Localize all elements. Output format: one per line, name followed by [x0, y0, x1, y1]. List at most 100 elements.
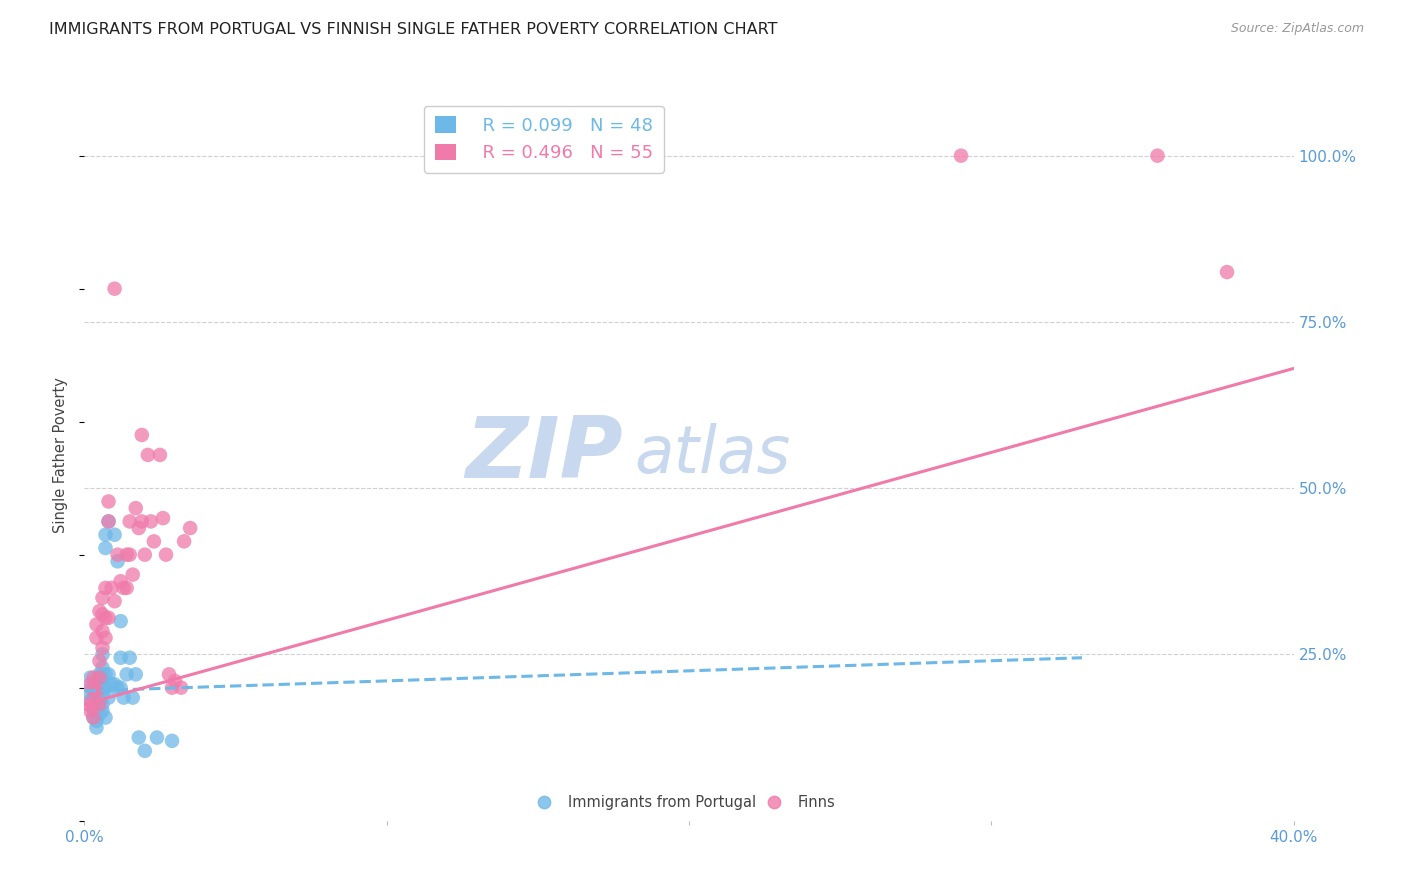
Point — [91, 704, 114, 718]
Text: Finns: Finns — [797, 795, 835, 810]
Point — [79, 704, 101, 718]
Point — [94, 541, 117, 555]
Point — [79, 677, 101, 691]
Point — [82, 681, 104, 695]
Point — [89, 667, 111, 681]
Text: Source: ZipAtlas.com: Source: ZipAtlas.com — [1230, 22, 1364, 36]
Point — [89, 681, 111, 695]
Point — [155, 548, 177, 562]
Point — [97, 690, 120, 705]
Point — [89, 654, 111, 668]
Point — [134, 744, 156, 758]
Point — [94, 667, 117, 681]
Point — [131, 428, 153, 442]
Point — [110, 681, 132, 695]
Point — [86, 684, 108, 698]
Point — [91, 648, 114, 662]
Point — [173, 534, 195, 549]
Point — [107, 554, 129, 568]
Point — [128, 521, 150, 535]
Point — [94, 581, 117, 595]
Point — [86, 714, 108, 728]
Point — [128, 731, 150, 745]
Point — [170, 681, 193, 695]
Point — [82, 710, 104, 724]
Point — [110, 614, 132, 628]
Point — [115, 667, 138, 681]
Point — [110, 650, 132, 665]
Point — [104, 282, 127, 296]
Point — [139, 515, 162, 529]
Point — [1222, 797, 1244, 811]
Point — [97, 667, 120, 681]
Point — [149, 448, 172, 462]
Point — [142, 534, 165, 549]
Point — [91, 661, 114, 675]
Point — [121, 567, 143, 582]
Point — [86, 631, 108, 645]
Point — [1216, 265, 1239, 279]
Point — [82, 700, 104, 714]
Text: Immigrants from Portugal: Immigrants from Portugal — [568, 795, 756, 810]
Point — [94, 527, 117, 541]
Point — [115, 581, 138, 595]
Point — [97, 494, 120, 508]
Point — [97, 611, 120, 625]
Point — [91, 681, 114, 695]
Point — [82, 690, 104, 705]
Point — [91, 624, 114, 639]
Point — [94, 631, 117, 645]
Point — [76, 684, 98, 698]
Point — [179, 521, 201, 535]
Point — [79, 671, 101, 685]
Point — [146, 731, 169, 745]
Point — [134, 548, 156, 562]
Point — [91, 687, 114, 701]
Point — [89, 707, 111, 722]
Point — [950, 149, 973, 163]
Point — [121, 690, 143, 705]
Point — [86, 698, 108, 712]
Point — [97, 515, 120, 529]
Point — [91, 671, 114, 685]
Point — [165, 673, 187, 688]
Point — [94, 710, 117, 724]
Y-axis label: Single Father Poverty: Single Father Poverty — [53, 377, 69, 533]
Point — [82, 710, 104, 724]
Point — [89, 698, 111, 712]
Point — [118, 650, 141, 665]
Point — [157, 667, 180, 681]
Text: ZIP: ZIP — [465, 413, 623, 497]
Point — [136, 448, 159, 462]
Point — [86, 617, 108, 632]
Point — [91, 607, 114, 622]
Point — [104, 527, 127, 541]
Point — [94, 611, 117, 625]
Point — [86, 673, 108, 688]
Point — [160, 734, 183, 748]
Point — [104, 677, 127, 691]
Point — [89, 694, 111, 708]
Point — [100, 581, 122, 595]
Legend:   R = 0.099   N = 48,   R = 0.496   N = 55: R = 0.099 N = 48, R = 0.496 N = 55 — [423, 105, 664, 173]
Point — [79, 694, 101, 708]
Point — [125, 501, 148, 516]
Point — [82, 704, 104, 718]
Point — [110, 574, 132, 589]
Text: IMMIGRANTS FROM PORTUGAL VS FINNISH SINGLE FATHER POVERTY CORRELATION CHART: IMMIGRANTS FROM PORTUGAL VS FINNISH SING… — [49, 22, 778, 37]
Point — [82, 684, 104, 698]
Point — [76, 698, 98, 712]
Text: atlas: atlas — [634, 423, 790, 487]
Point — [125, 667, 148, 681]
Point — [118, 515, 141, 529]
Point — [91, 640, 114, 655]
Point — [91, 591, 114, 605]
Point — [107, 681, 129, 695]
Point — [82, 698, 104, 712]
Point — [1146, 149, 1168, 163]
Point — [112, 690, 135, 705]
Point — [86, 721, 108, 735]
Point — [91, 698, 114, 712]
Point — [152, 511, 174, 525]
Point — [160, 681, 183, 695]
